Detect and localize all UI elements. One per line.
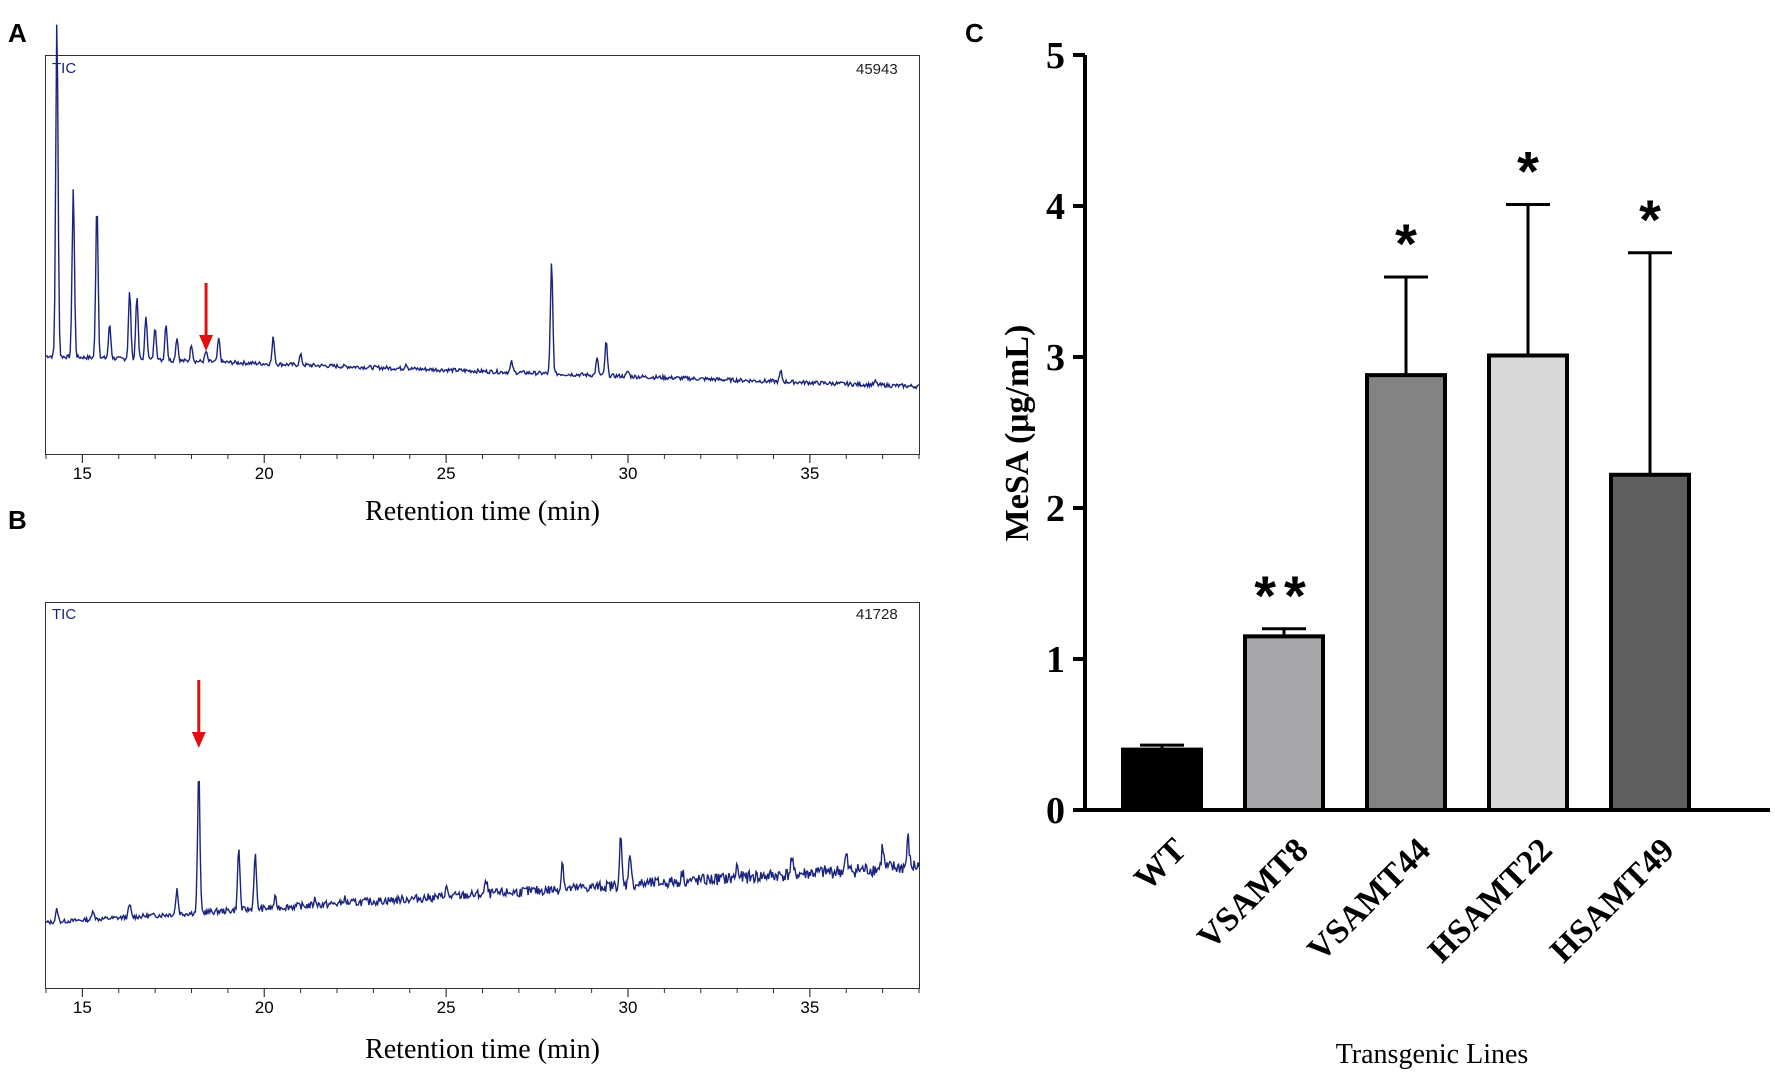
- bar-ytick-label-0: 0: [1046, 790, 1065, 832]
- chromatogram-a: 15 20 25 30 35: [45, 24, 920, 483]
- bar-category-label-2: VSAMT44: [1301, 831, 1438, 968]
- chromatogram-a-xlabel: Retention time (min): [365, 496, 600, 527]
- chromatogram-b-xtick-label-3: 30: [619, 998, 638, 1017]
- chromatogram-a-trace: [45, 24, 920, 390]
- bar-significance-4: *: [1639, 188, 1661, 251]
- chromatogram-b: 15 20 25 30 35: [45, 680, 920, 1017]
- bar-ytick-label-1: 1: [1046, 639, 1065, 681]
- bar-y-axis-label: MeSA (μg/mL): [999, 325, 1036, 542]
- chromatogram-b-tic-label: TIC: [52, 606, 77, 623]
- bar-significance-2: *: [1395, 212, 1417, 275]
- bar-significance-1: **: [1254, 564, 1314, 627]
- chromatogram-a-xtick-label-2: 25: [437, 464, 456, 483]
- bar-vsamt44: [1365, 373, 1447, 812]
- bar-hsamt22: [1487, 353, 1569, 812]
- bar-category-label-3: HSAMT22: [1421, 831, 1559, 969]
- chromatogram-a-xtick-label-0: 15: [73, 464, 92, 483]
- panel-letter-a: A: [8, 18, 27, 48]
- bar-vsamt8: [1243, 634, 1325, 812]
- chromatogram-a-arrow-head: [199, 335, 214, 351]
- bar-ytick-label-5: 5: [1046, 35, 1065, 77]
- chromatogram-a-frame: [45, 55, 920, 455]
- bar-category-label-1: VSAMT8: [1191, 831, 1316, 956]
- chromatogram-b-xtick-label-4: 35: [800, 998, 819, 1017]
- bar-category-label-4: HSAMT49: [1543, 831, 1681, 969]
- panel-letter-b: B: [8, 505, 27, 535]
- chromatogram-b-frame: [45, 602, 920, 989]
- chromatogram-b-max-intensity: 41728: [856, 606, 898, 623]
- bar-hsamt49: [1609, 472, 1691, 812]
- chromatogram-a-max-intensity: 45943: [856, 61, 898, 78]
- bar-ytick-label-2: 2: [1046, 488, 1065, 530]
- bar-significance-3: *: [1517, 139, 1539, 202]
- chromatogram-b-arrow-head: [191, 732, 206, 748]
- chromatogram-b-xtick-label-1: 20: [255, 998, 274, 1017]
- chromatogram-a-xtick-label-4: 35: [800, 464, 819, 483]
- chromatogram-b-xtick-label-2: 25: [437, 998, 456, 1017]
- bar-x-axis-label: Transgenic Lines: [1336, 1039, 1529, 1070]
- chromatogram-b-xtick-label-0: 15: [73, 998, 92, 1017]
- bar-category-label-0: WT: [1127, 831, 1193, 897]
- chromatogram-b-trace: [45, 780, 920, 926]
- panel-letter-c: C: [965, 18, 984, 48]
- bar-ytick-label-3: 3: [1046, 337, 1065, 379]
- bar-ytick-label-4: 4: [1046, 186, 1065, 228]
- chromatogram-a-xtick-label-3: 30: [619, 464, 638, 483]
- chromatogram-a-xtick-label-1: 20: [255, 464, 274, 483]
- bar-wt: [1121, 747, 1203, 812]
- chromatogram-b-xlabel: Retention time (min): [365, 1034, 600, 1065]
